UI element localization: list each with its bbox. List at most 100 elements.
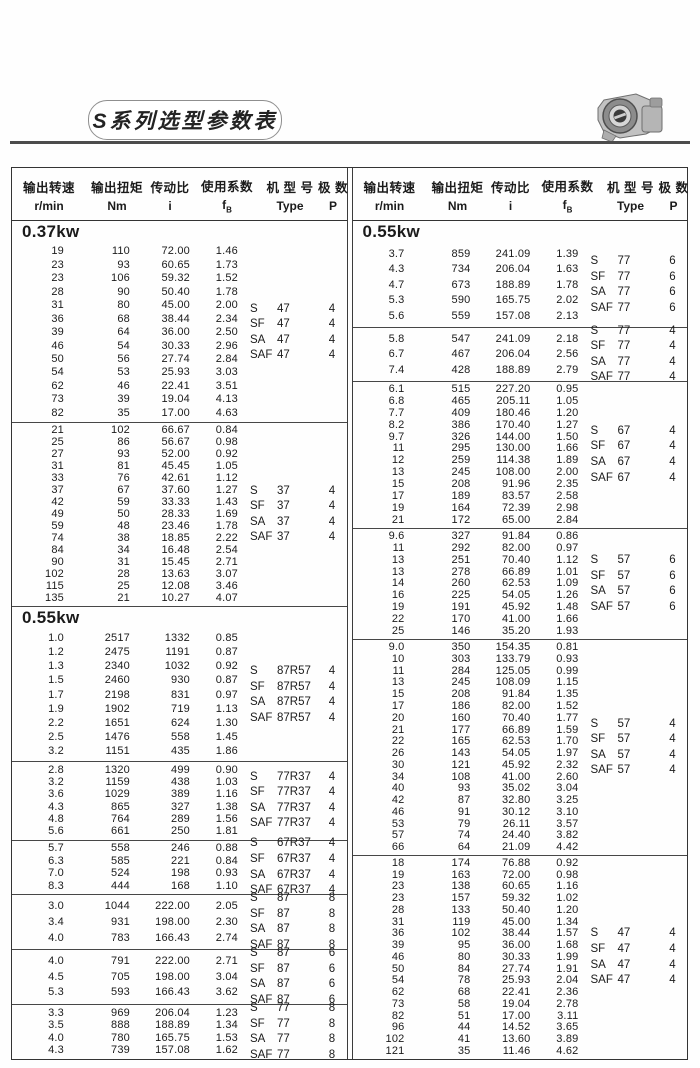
param-block: 5.8 547 241.09 2.18 6.7 467 206.04 2.56 7.4 428 18… xyxy=(352,325,687,383)
param-block: 6.1 515 227.20 0.95 6.8 465 205.11 1.05 7.7 409 18… xyxy=(352,381,687,527)
factor-value: 0.95 xyxy=(556,383,579,396)
factor-value: 4.13 xyxy=(215,393,238,406)
ratio-value: 198.00 xyxy=(155,915,190,928)
table-row: 20 160 70.40 1.77 xyxy=(353,712,583,724)
speed-value: 37 xyxy=(51,484,64,496)
type-prefix: SAF xyxy=(250,349,273,362)
torque-value: 547 xyxy=(451,332,471,345)
type-prefix: SAF xyxy=(250,531,273,544)
table-row: 19 164 72.39 2.98 xyxy=(353,501,583,514)
torque-value: 121 xyxy=(451,758,471,771)
type-row: SF 67R37 4 xyxy=(250,852,346,868)
torque-value: 559 xyxy=(451,309,471,322)
table-row: 1.5 2460 930 0.87 xyxy=(12,675,242,686)
data-rows: 3.7 859 241.09 1.39 4.3 734 206.04 1.63 4.7 673 18… xyxy=(353,243,583,327)
factor-value: 1.81 xyxy=(215,825,238,838)
speed-value: 102 xyxy=(385,1033,405,1046)
factor-value: 1.78 xyxy=(556,278,579,291)
factor-value: 0.87 xyxy=(215,674,238,687)
ratio-value: 1332 xyxy=(164,632,190,645)
table-row: 50 84 27.74 1.91 xyxy=(353,963,583,975)
type-size: 87R57 xyxy=(277,680,311,693)
speed-value: 3.7 xyxy=(388,247,405,260)
poles-value: 4 xyxy=(669,927,676,940)
type-prefix: SAF xyxy=(250,711,273,724)
table-row: 26 143 54.05 1.97 xyxy=(353,748,583,759)
torque-value: 465 xyxy=(451,395,471,407)
ratio-value: 23.46 xyxy=(161,519,190,532)
factor-value: 0.84 xyxy=(215,424,238,437)
poles-value: 8 xyxy=(328,1033,336,1046)
factor-value: 1.52 xyxy=(215,272,238,285)
type-size: 47 xyxy=(617,958,631,971)
speed-value: 13 xyxy=(391,466,405,479)
ratio-value: 65.00 xyxy=(501,513,531,526)
type-row: SA 57 6 xyxy=(591,584,687,600)
type-size: 67R37 xyxy=(277,868,311,881)
factor-value: 2.79 xyxy=(556,363,579,376)
speed-value: 62 xyxy=(51,379,64,392)
speed-value: 21 xyxy=(391,723,405,736)
speed-value: 23 xyxy=(51,258,64,271)
type-size: 87 xyxy=(277,978,290,991)
torque-value: 93 xyxy=(117,258,130,271)
torque-value: 409 xyxy=(451,406,471,419)
table-row: 1.9 1902 719 1.13 xyxy=(12,703,242,715)
factor-value: 1.16 xyxy=(556,880,579,893)
speed-value: 19 xyxy=(51,245,64,258)
factor-value: 0.93 xyxy=(556,652,579,665)
speed-value: 57 xyxy=(391,829,405,842)
torque-value: 143 xyxy=(451,747,471,760)
type-prefix: SF xyxy=(250,1017,265,1030)
type-row: SF 57 6 xyxy=(591,569,687,585)
type-prefix: SF xyxy=(590,733,606,746)
ratio-value: 42.61 xyxy=(161,472,190,485)
table-row: 31 81 45.45 1.05 xyxy=(12,461,242,472)
factor-value: 1.97 xyxy=(556,747,579,760)
type-size: 67R37 xyxy=(277,883,311,896)
data-rows: 21 102 66.67 0.84 25 86 56.67 0.98 27 93 52.00 0.92… xyxy=(12,423,242,606)
col-ratio: 传动比 i xyxy=(150,181,190,213)
page-title-box: S系列选型参数表 xyxy=(88,100,282,140)
type-prefix: SA xyxy=(590,355,606,368)
factor-value: 4.07 xyxy=(215,591,238,604)
param-block-body: 5.7 558 246 0.88 6.3 585 221 0.84 7.0 524 198 0.93 8… xyxy=(12,837,347,896)
speed-value: 9.6 xyxy=(388,529,405,542)
ratio-value: 205.11 xyxy=(496,395,531,407)
ratio-value: 54.05 xyxy=(501,747,531,760)
torque-value: 1476 xyxy=(104,730,130,743)
ratio-value: 438 xyxy=(171,775,190,788)
table-row: 6.1 515 227.20 0.95 xyxy=(353,384,583,395)
ratio-value: 72.39 xyxy=(501,501,531,514)
type-prefix: S xyxy=(250,484,258,497)
ratio-value: 144.00 xyxy=(495,430,531,443)
torque-value: 1159 xyxy=(105,775,130,788)
type-row: SA 77 8 xyxy=(250,1032,346,1048)
ratio-value: 66.89 xyxy=(501,723,531,736)
type-size: 67 xyxy=(617,424,631,437)
ratio-value: 45.92 xyxy=(501,758,531,771)
speed-value: 115 xyxy=(45,579,64,592)
torque-value: 245 xyxy=(451,466,471,479)
table-row: 6.7 467 206.04 2.56 xyxy=(353,349,583,360)
torque-value: 21 xyxy=(117,591,130,604)
ratio-value: 52.00 xyxy=(161,448,190,461)
table-row: 1.3 2340 1032 0.92 xyxy=(12,661,242,672)
speed-value: 53 xyxy=(391,817,405,830)
table-row: 135 21 10.27 4.07 xyxy=(12,591,242,604)
poles-value: 8 xyxy=(328,907,336,920)
speed-value: 17 xyxy=(391,489,405,502)
poles-value: 6 xyxy=(328,978,336,991)
param-block-body: 9.6 327 91.84 0.86 11 292 82.00 0.97 13 251 70.40 1… xyxy=(353,529,688,640)
param-block: 21 102 66.67 0.84 25 86 56.67 0.98 27 93 52.00 0.92… xyxy=(12,422,347,606)
param-block: 9.6 327 91.84 0.86 11 292 82.00 0.97 13 251 70.40 1… xyxy=(352,527,688,640)
torque-value: 28 xyxy=(117,567,130,580)
torque-value: 64 xyxy=(457,841,471,854)
speed-value: 13 xyxy=(391,565,405,578)
type-row: SAF 47 4 xyxy=(250,348,346,364)
poles-value: 4 xyxy=(328,302,336,315)
torque-value: 95 xyxy=(457,939,471,952)
torque-value: 524 xyxy=(111,867,130,880)
table-row: 4.0 791 222.00 2.71 xyxy=(12,956,242,967)
ratio-value: 60.65 xyxy=(501,880,531,893)
